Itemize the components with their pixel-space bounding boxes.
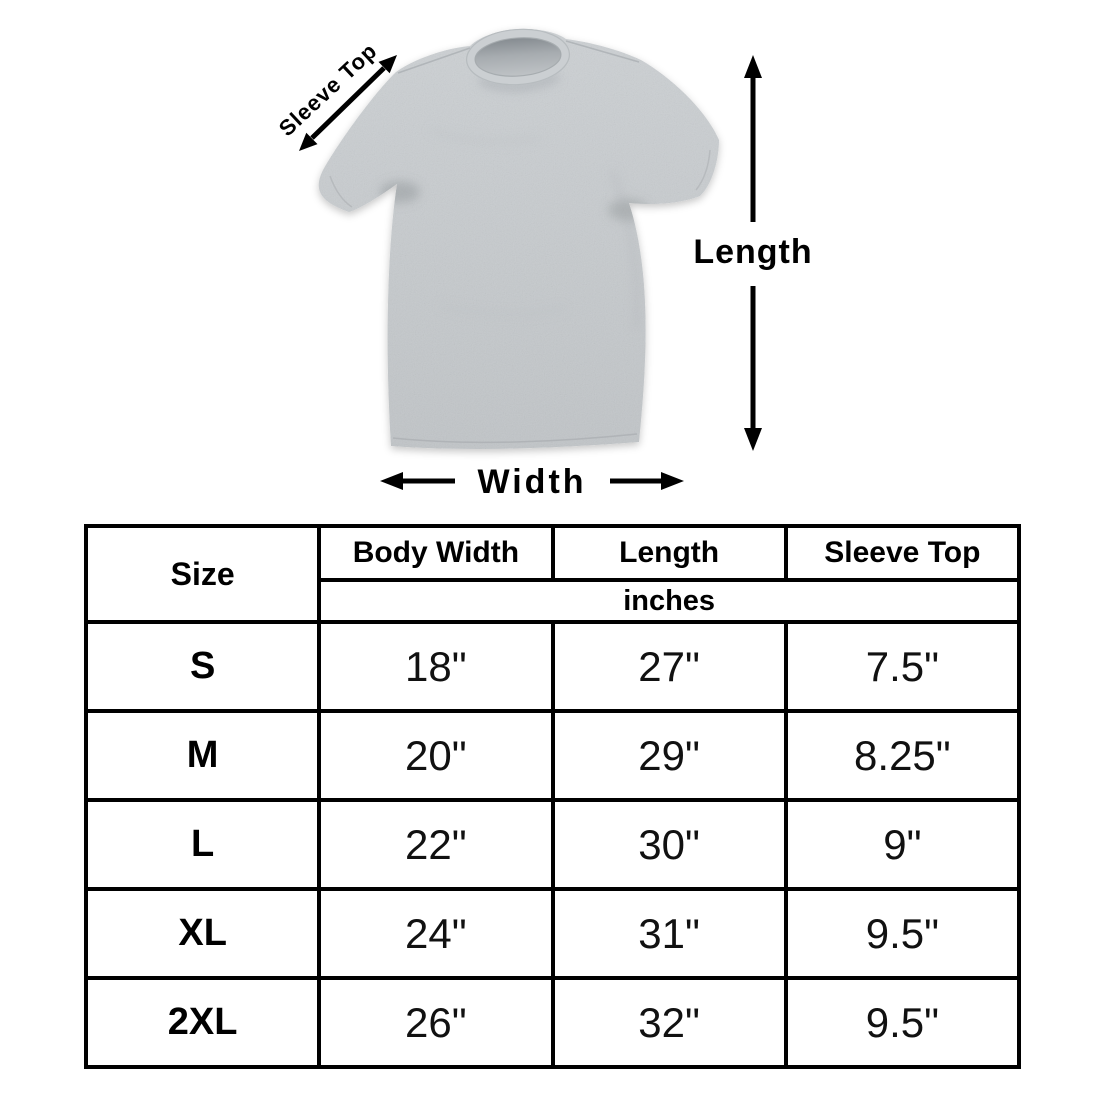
header-row: Size Body Width Length Sleeve Top (83, 524, 1022, 624)
length-label: Length (693, 233, 812, 271)
length-arrow (744, 55, 762, 451)
header-body-width: Body Width (317, 524, 555, 582)
size-cell: S (83, 620, 322, 713)
sleeve-top-cell: 8.25" (783, 709, 1022, 802)
size-cell: XL (83, 887, 322, 980)
unit-row: inches (86, 578, 1021, 624)
width-arrow-left (380, 472, 455, 490)
table-row: XL 24" 31" 9.5" (83, 887, 1022, 980)
collar (465, 28, 571, 86)
table-row: S 18" 27" 7.5" (83, 620, 1022, 713)
length-cell: 30" (550, 798, 788, 891)
size-chart-table: Size Body Width Length Sleeve Top inches… (83, 524, 1022, 1069)
sleeve-top-cell: 9.5" (783, 976, 1022, 1069)
table-row: 2XL 26" 32" 9.5" (83, 976, 1022, 1069)
length-cell: 31" (550, 887, 788, 980)
header-sleeve-top: Sleeve Top (783, 524, 1022, 582)
body-width-cell: 18" (317, 620, 555, 713)
body-width-cell: 24" (317, 887, 555, 980)
size-cell: L (83, 798, 322, 891)
length-cell: 32" (550, 976, 788, 1069)
table-row: M 20" 29" 8.25" (83, 709, 1022, 802)
width-label: Width (477, 463, 586, 501)
length-cell: 27" (550, 620, 788, 713)
header-length: Length (550, 524, 788, 582)
unit-label: inches (317, 578, 1021, 624)
table-row: L 22" 30" 9" (83, 798, 1022, 891)
body-width-cell: 22" (317, 798, 555, 891)
sleeve-top-cell: 9.5" (783, 887, 1022, 980)
body-width-cell: 20" (317, 709, 555, 802)
sleeve-top-arrow (299, 55, 397, 151)
size-cell: M (83, 709, 322, 802)
tshirt-measurement-diagram: Sleeve Top Length Width (274, 28, 812, 501)
size-cell: 2XL (83, 976, 322, 1069)
header-size: Size (83, 524, 322, 624)
width-arrow-right (610, 472, 684, 490)
length-cell: 29" (550, 709, 788, 802)
sleeve-top-cell: 9" (783, 798, 1022, 891)
sleeve-top-cell: 7.5" (783, 620, 1022, 713)
body-width-cell: 26" (317, 976, 555, 1069)
